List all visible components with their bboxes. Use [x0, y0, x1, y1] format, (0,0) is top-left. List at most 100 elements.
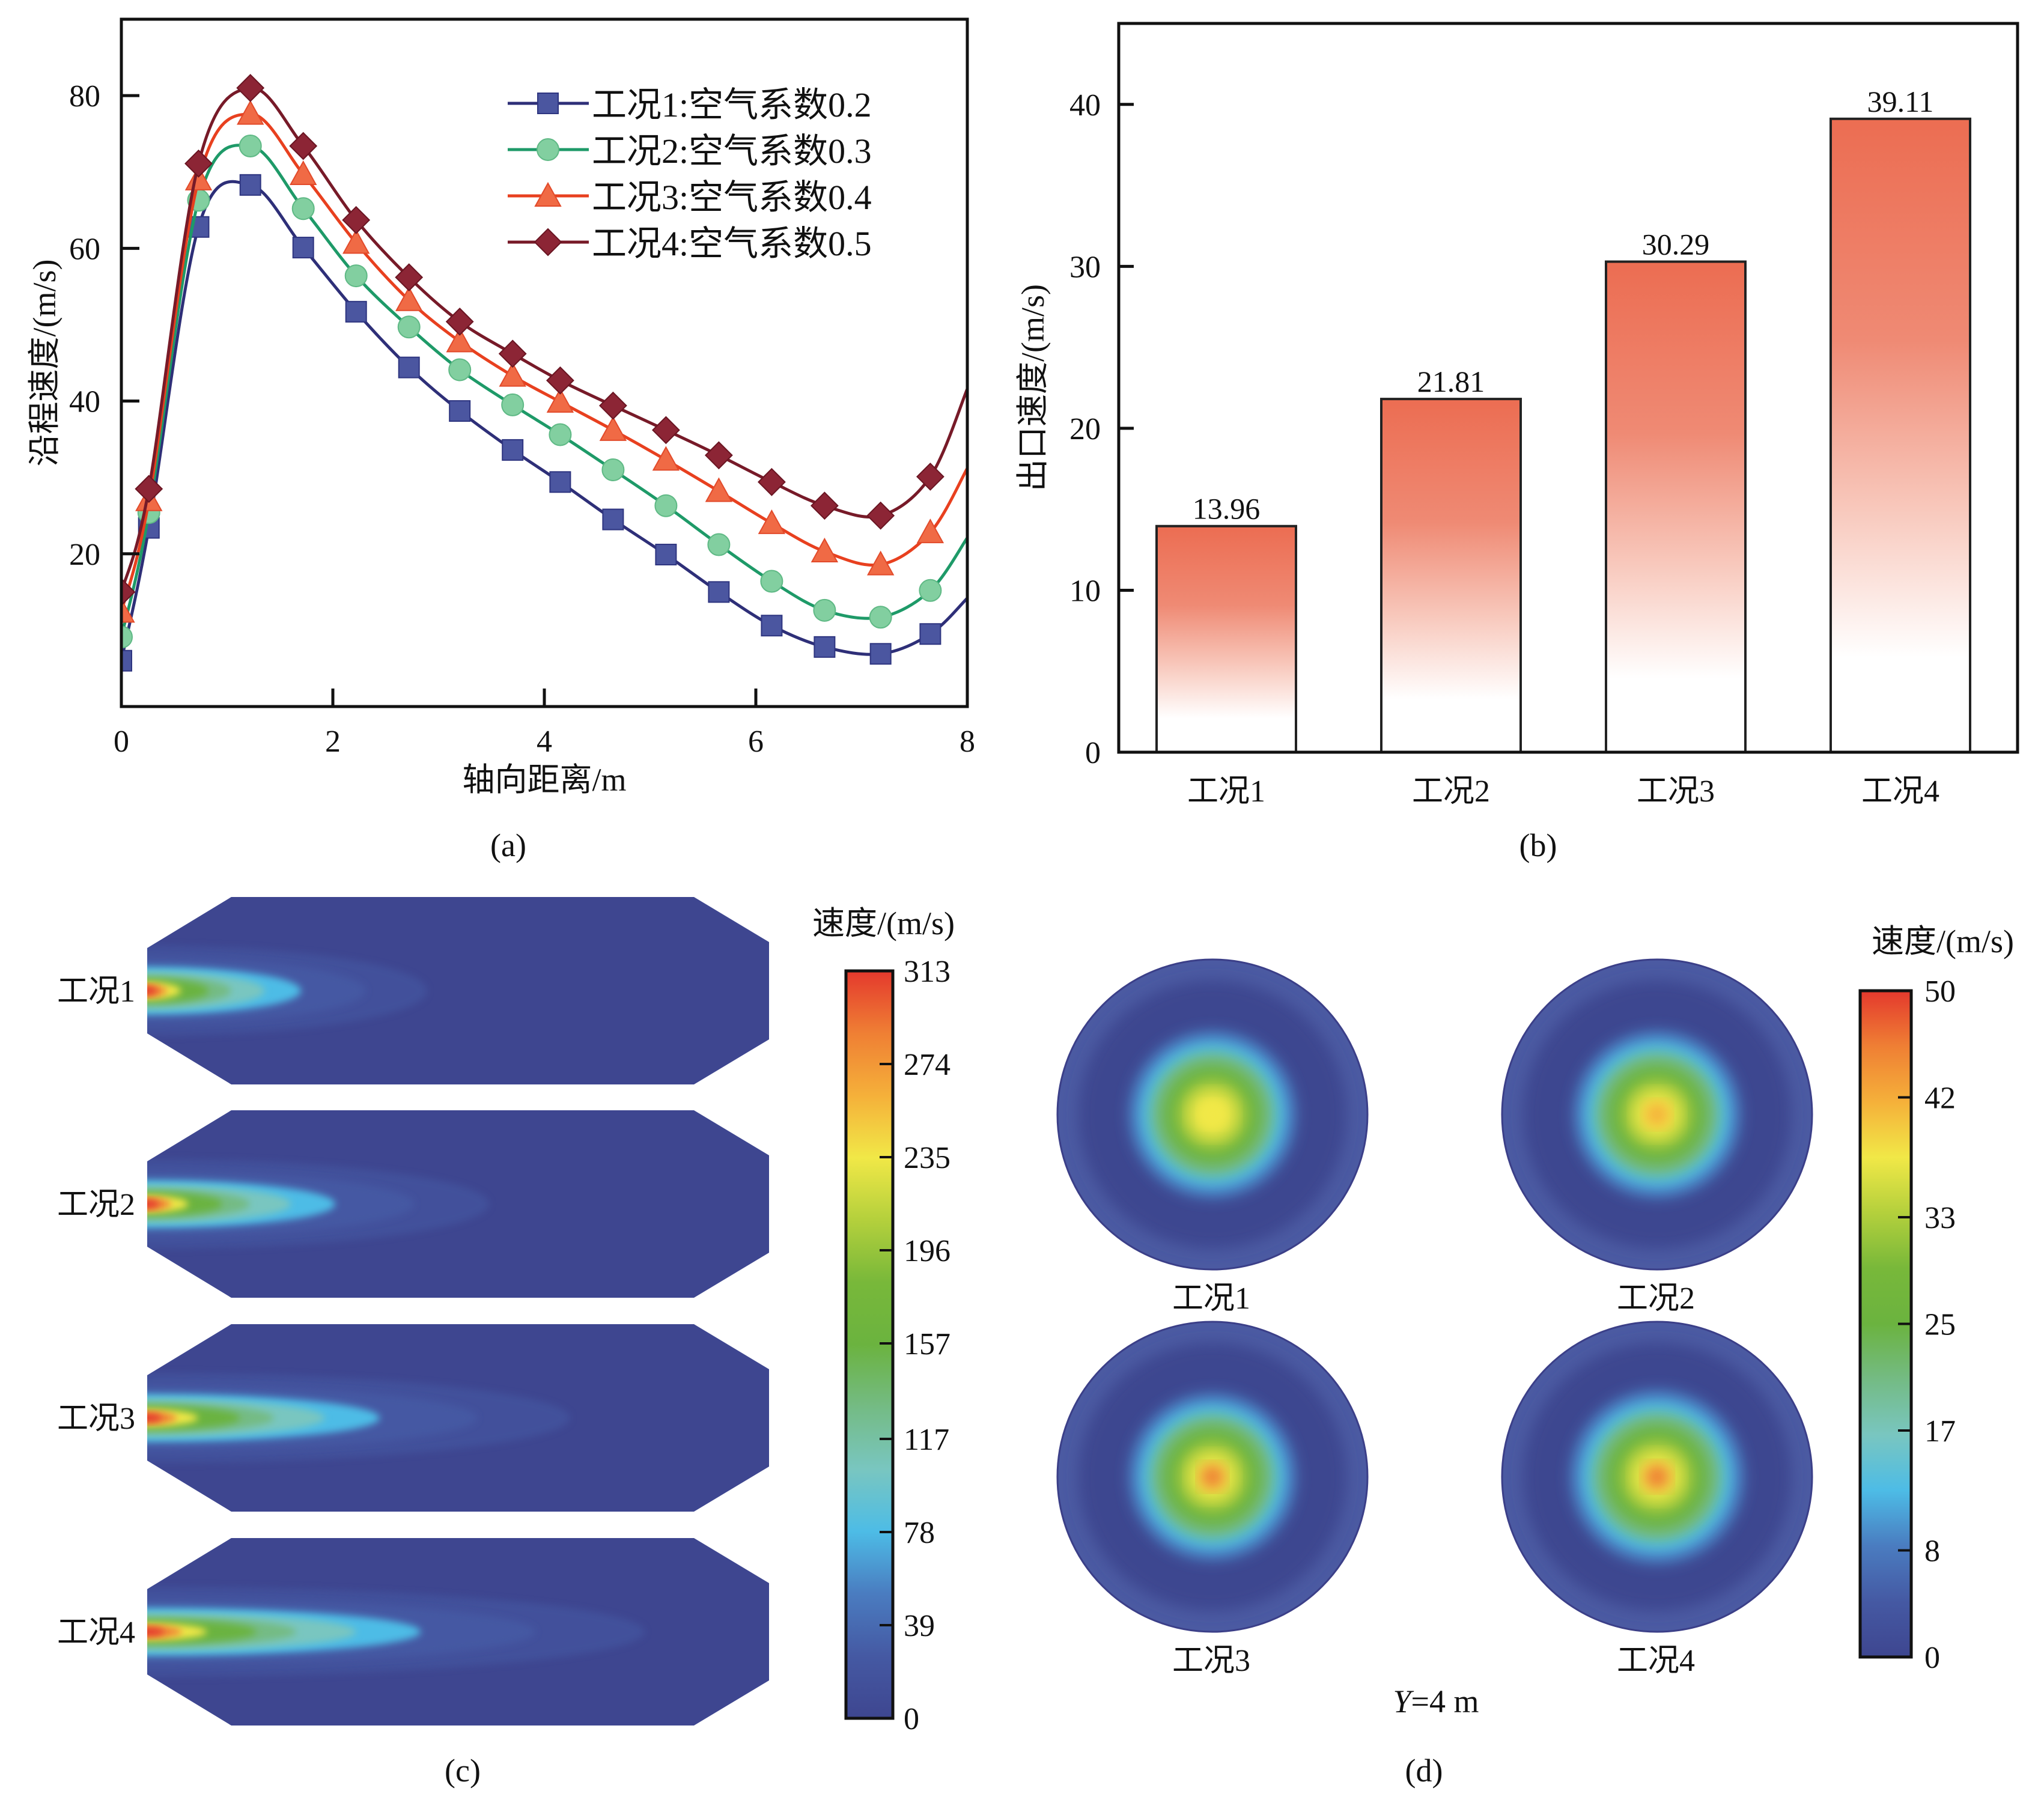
panel-caption-b: (b)	[1519, 827, 1557, 863]
legend-item: 工况2:空气系数0.3	[508, 132, 872, 171]
legend-label: 工况4:空气系数0.5	[592, 224, 872, 263]
contour-case-2: 工况2	[57, 1110, 769, 1298]
velocity-band	[147, 1406, 240, 1430]
case-label: 工况1	[1172, 1282, 1250, 1316]
colorbar-tick-label: 117	[904, 1423, 949, 1457]
velocity-band	[147, 987, 157, 995]
jet-plume	[147, 1159, 490, 1249]
data-point-triangle	[866, 550, 895, 576]
colorbar-title: 速度/(m/s)	[1872, 923, 2014, 959]
data-point-circle	[813, 598, 836, 622]
x-tick-label: 工况4	[1861, 774, 1939, 809]
panel-c-longitudinal-contours: 工况1 工况2 工况3 工况4 313 274 235 196 157 117 78 39 0 速度/…	[57, 897, 955, 1789]
data-point-square	[398, 356, 420, 379]
case-label: 工况3	[1172, 1644, 1250, 1678]
contour-case-1: 工况1	[57, 897, 769, 1084]
data-point-diamond	[395, 263, 424, 292]
bar	[1380, 398, 1522, 753]
x-tick-label: 工况2	[1412, 774, 1490, 809]
case-label: 工况4	[1617, 1644, 1695, 1678]
data-point-circle	[239, 135, 262, 158]
contour-plots: 工况1 工况2 工况3 工况4	[57, 897, 769, 1726]
data-point-square	[345, 300, 367, 323]
data-point-diamond	[546, 366, 574, 395]
panel-caption-c: (c)	[445, 1753, 481, 1789]
contour-case-4: 工况4	[57, 1538, 769, 1726]
data-point-circle	[760, 570, 783, 593]
plot-area	[121, 73, 967, 672]
data-point-diamond	[916, 462, 944, 491]
velocity-band	[147, 985, 167, 997]
axis-ticks: 0 2 4 6 8 20 40 60 80	[69, 79, 975, 759]
section-variable: Y	[1393, 1683, 1414, 1719]
data-point-circle	[869, 606, 892, 629]
y-axis-label: 出口速度/(m/s)	[1015, 284, 1051, 491]
y-tick-label: 20	[1069, 412, 1101, 446]
case-label: 工况3	[57, 1402, 135, 1436]
x-tick-label: 工况3	[1637, 774, 1715, 809]
velocity-band	[147, 1196, 189, 1212]
colorbar-tick-label: 157	[904, 1327, 951, 1361]
data-point-diamond	[289, 132, 318, 160]
velocity-band	[147, 1200, 159, 1208]
data-point-triangle	[499, 362, 526, 387]
data-point-triangle	[599, 416, 627, 441]
colorbar-tick-label: 39	[904, 1609, 935, 1643]
x-tick-label: 0	[114, 725, 129, 759]
cross-section-case-1: 工况1	[1056, 958, 1369, 1316]
velocity-band	[147, 1414, 162, 1422]
data-point-diamond	[704, 441, 733, 470]
jet-plume	[147, 1373, 570, 1463]
data-point-triangle	[290, 160, 317, 186]
colorbar-tick-label: 78	[904, 1516, 935, 1550]
panel-a-line-chart: 0 2 4 6 8 20 40 60 80 轴向距离/m 沿程速度/(m/s) 工况1:空气系数…	[26, 17, 975, 863]
axis-ticks: 工况1 工况2 工况3 工况4 0 10 20 30 40	[1069, 88, 1939, 809]
data-point-square	[814, 636, 836, 658]
series-3	[121, 100, 967, 623]
axes-frame	[1117, 22, 2019, 754]
x-axis-label: 轴向距离/m	[462, 762, 626, 798]
data-point-circle	[601, 458, 625, 481]
legend-marker-diamond	[534, 228, 562, 257]
bars: 13.96 21.81 30.29 39.11	[1155, 85, 1971, 754]
data-point-square	[602, 508, 624, 531]
data-point-square	[655, 544, 677, 566]
velocity-band	[1200, 1464, 1225, 1489]
data-point-triangle	[342, 229, 370, 254]
bar	[1830, 117, 1971, 754]
series-line	[121, 144, 967, 637]
velocity-band	[147, 1623, 207, 1640]
panel-caption-d: (d)	[1405, 1753, 1443, 1789]
data-point-circle	[291, 197, 315, 220]
cross-section-case-4: 工况4	[1501, 1321, 1813, 1678]
data-point-circle	[344, 264, 368, 288]
y-tick-label: 30	[1069, 250, 1101, 284]
bar	[1605, 260, 1747, 753]
data-point-square	[502, 439, 524, 461]
bar-value-label: 13.96	[1193, 492, 1261, 526]
data-point-circle	[654, 494, 678, 517]
velocity-band	[147, 1628, 165, 1636]
legend-label: 工况2:空气系数0.3	[592, 132, 872, 171]
colorbar-tick-label: 50	[1924, 975, 1956, 1009]
panel-caption-a: (a)	[490, 827, 526, 863]
data-point-square	[121, 649, 132, 672]
colorbar-tick-label: 0	[904, 1702, 919, 1736]
legend-marker-triangle	[534, 181, 562, 207]
jet-plume	[147, 1587, 645, 1677]
x-tick-label: 4	[537, 725, 552, 759]
case-label: 工况2	[1617, 1282, 1695, 1316]
data-point-circle	[121, 625, 133, 649]
data-point-triangle	[184, 165, 213, 190]
colorbar-tick-label: 8	[1924, 1534, 1940, 1569]
y-tick-label: 20	[69, 538, 100, 572]
colorbar-tick-label: 42	[1924, 1081, 1956, 1115]
data-point-square	[869, 643, 892, 665]
jet-plume	[147, 946, 427, 1036]
colorbar: 313 274 235 196 157 117 78 39 0	[844, 955, 951, 1736]
contour-domain	[147, 897, 769, 1084]
panel-b-bar-chart: 13.96 21.81 30.29 39.11 工况1 工况2 工况3 工况4 0 10 20 30…	[1015, 22, 2019, 863]
y-axis-label: 沿程速度/(m/s)	[26, 260, 62, 467]
data-point-diamond	[121, 577, 136, 606]
colorbar: 50 42 33 25 17 8 0	[1858, 975, 1956, 1675]
